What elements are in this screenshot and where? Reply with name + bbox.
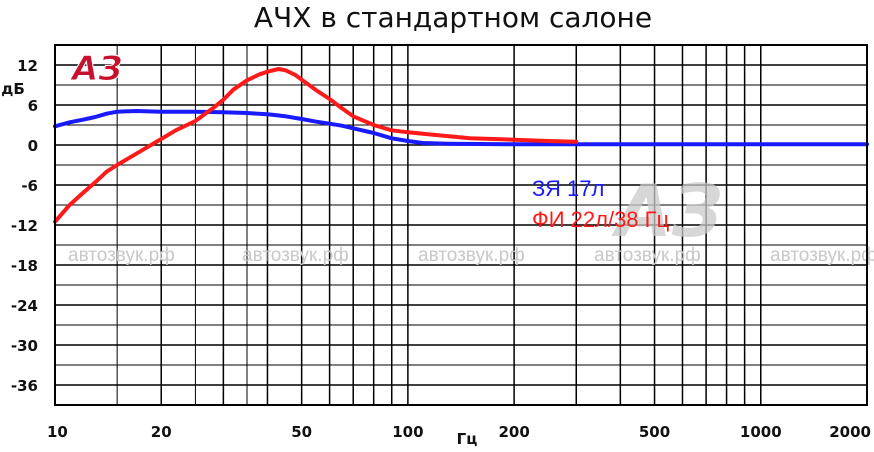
logo-mark: АЗ [69,49,122,89]
legend-entry-1: ФИ 22л/38 Гц [532,207,670,232]
x-tick-label: 500 [639,423,670,441]
x-tick-label: 2000 [829,423,871,441]
x-tick-label: 200 [498,423,529,441]
x-axis-label: Гц [457,430,478,448]
series-line-1 [53,67,579,224]
watermark-text: автозвук.рф [242,245,349,266]
legend: ЗЯ 17л ФИ 22л/38 Гц [532,176,670,232]
x-tick-label: 1000 [740,423,782,441]
watermark-layer: автозвук.рф автозвук.рф автозвук.рф автозву… [68,49,874,267]
chart-title: АЧХ в стандартном салоне [254,1,652,34]
y-tick-labels: 12 6 0 -6 -12 -18 -24 -30 -36 [11,57,38,395]
y-tick-label: -18 [11,257,38,275]
legend-entry-0: ЗЯ 17л [532,176,604,201]
watermark-text: автозвук.рф [68,245,175,266]
x-tick-label: 50 [291,423,312,441]
y-tick-label: -36 [11,377,38,395]
y-tick-label: 6 [28,97,38,115]
x-tick-labels: 10 20 50 100 200 500 1000 2000 [47,423,871,441]
y-tick-label: -12 [11,217,38,235]
watermark-text: автозвук.рф [770,245,874,266]
y-tick-label: -24 [11,297,38,315]
y-axis-label: дБ [1,80,25,98]
plot-frame [54,44,868,406]
series-layer [53,67,869,224]
x-tick-label: 100 [392,423,423,441]
y-tick-label: -6 [21,177,38,195]
grid [55,44,867,406]
y-tick-label: 12 [17,57,38,75]
x-tick-label: 10 [47,423,68,441]
plot-border [54,44,868,406]
logo-watermark: АЗ [611,169,723,253]
y-tick-label: 0 [28,137,38,155]
watermark-text: автозвук.рф [418,245,525,266]
watermark-text: автозвук.рф [594,245,701,266]
series-line-0 [53,109,869,147]
y-tick-label: -30 [11,337,38,355]
x-tick-label: 20 [151,423,172,441]
